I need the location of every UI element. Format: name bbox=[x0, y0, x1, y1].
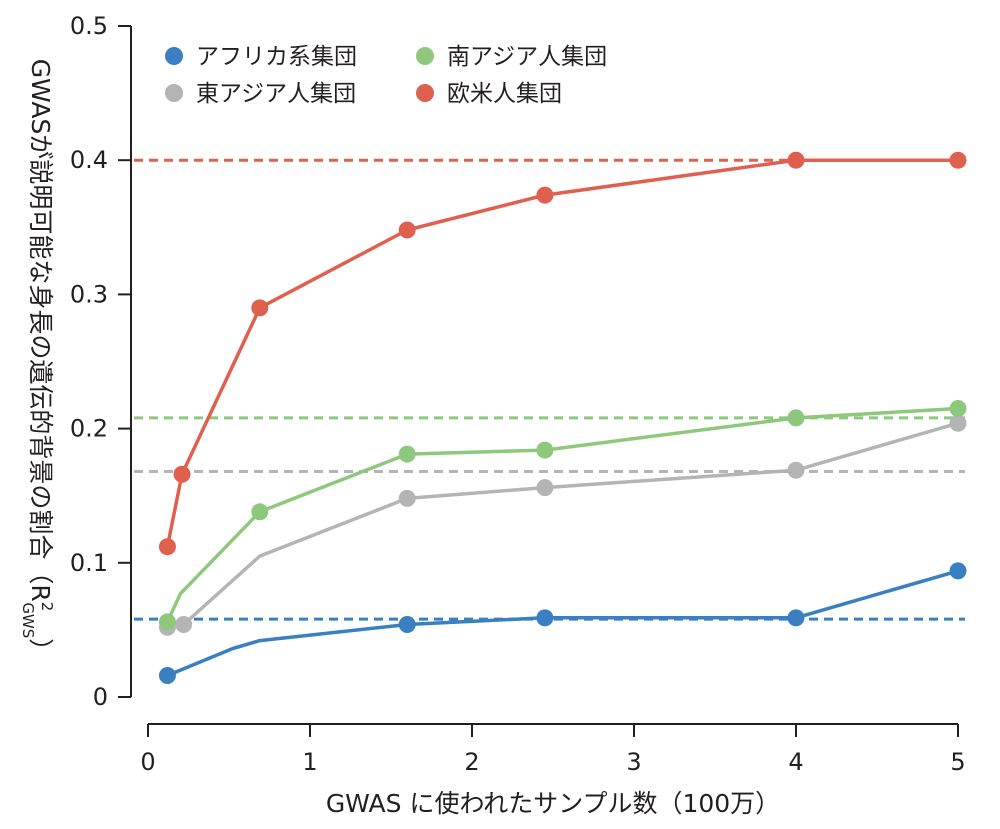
y-axis-ticks: 0 0.1 0.2 0.3 0.4 0.5 bbox=[70, 12, 131, 711]
data-point bbox=[787, 409, 805, 427]
series-line bbox=[167, 421, 959, 629]
legend-marker bbox=[416, 47, 434, 65]
y-tick-label: 0.3 bbox=[70, 280, 108, 308]
svg-text:GWASが説明可能な身長の遺伝的背景の割合（R2GWS）: GWASが説明可能な身長の遺伝的背景の割合（R2GWS） bbox=[19, 59, 56, 664]
data-point bbox=[949, 151, 967, 169]
data-point bbox=[787, 461, 805, 479]
data-point bbox=[158, 667, 176, 685]
data-point bbox=[251, 299, 269, 317]
legend-marker bbox=[165, 47, 183, 65]
data-point bbox=[536, 609, 554, 627]
data-point bbox=[536, 441, 554, 459]
legend-label: 欧米人集団 bbox=[447, 81, 562, 107]
data-point bbox=[949, 399, 967, 417]
x-axis-title: GWAS に使われたサンプル数（100万） bbox=[326, 789, 780, 818]
legend-label: 東アジア人集団 bbox=[196, 81, 356, 107]
data-point bbox=[787, 151, 805, 169]
x-tick-label: 1 bbox=[302, 748, 317, 776]
y-axis-title-sub: GWS bbox=[19, 602, 37, 638]
y-tick-label: 0.1 bbox=[70, 549, 108, 577]
y-axis-title-main: GWASが説明可能な身長の遺伝的背景の割合（R bbox=[26, 59, 55, 602]
data-point bbox=[173, 465, 191, 483]
data-point bbox=[398, 221, 416, 239]
data-point bbox=[536, 186, 554, 204]
legend-label: 南アジア人集団 bbox=[447, 44, 607, 70]
x-tick-label: 4 bbox=[788, 748, 803, 776]
legend-label: アフリカ系集団 bbox=[196, 44, 357, 70]
legend-marker bbox=[165, 84, 183, 102]
series-line bbox=[166, 569, 959, 678]
y-axis-title-sup: 2 bbox=[38, 602, 56, 612]
data-point bbox=[398, 489, 416, 507]
y-axis-title-close: ） bbox=[26, 638, 55, 663]
data-point bbox=[398, 616, 416, 634]
y-tick-label: 0.2 bbox=[70, 415, 108, 443]
series-line bbox=[165, 158, 958, 548]
data-point bbox=[949, 414, 967, 432]
data-point bbox=[158, 538, 176, 556]
x-tick-label: 2 bbox=[464, 748, 479, 776]
data-point bbox=[949, 562, 967, 580]
x-tick-label: 5 bbox=[950, 748, 965, 776]
y-tick-label: 0 bbox=[93, 683, 108, 711]
data-point bbox=[536, 479, 554, 497]
data-point bbox=[175, 616, 193, 634]
data-point bbox=[158, 613, 176, 631]
series-line bbox=[165, 406, 959, 623]
legend-marker bbox=[416, 84, 434, 102]
series-points bbox=[158, 151, 967, 685]
reference-lines bbox=[134, 158, 965, 621]
x-axis-ticks: 0 1 2 3 4 5 bbox=[140, 724, 966, 776]
data-point bbox=[787, 609, 805, 627]
x-tick-label: 3 bbox=[626, 748, 641, 776]
y-tick-label: 0.5 bbox=[70, 12, 108, 40]
x-tick-label: 0 bbox=[140, 748, 155, 776]
data-point bbox=[251, 503, 269, 521]
data-point bbox=[398, 445, 416, 463]
y-tick-label: 0.4 bbox=[70, 146, 108, 174]
y-axis-title: GWASが説明可能な身長の遺伝的背景の割合（R2GWS） bbox=[19, 59, 56, 664]
